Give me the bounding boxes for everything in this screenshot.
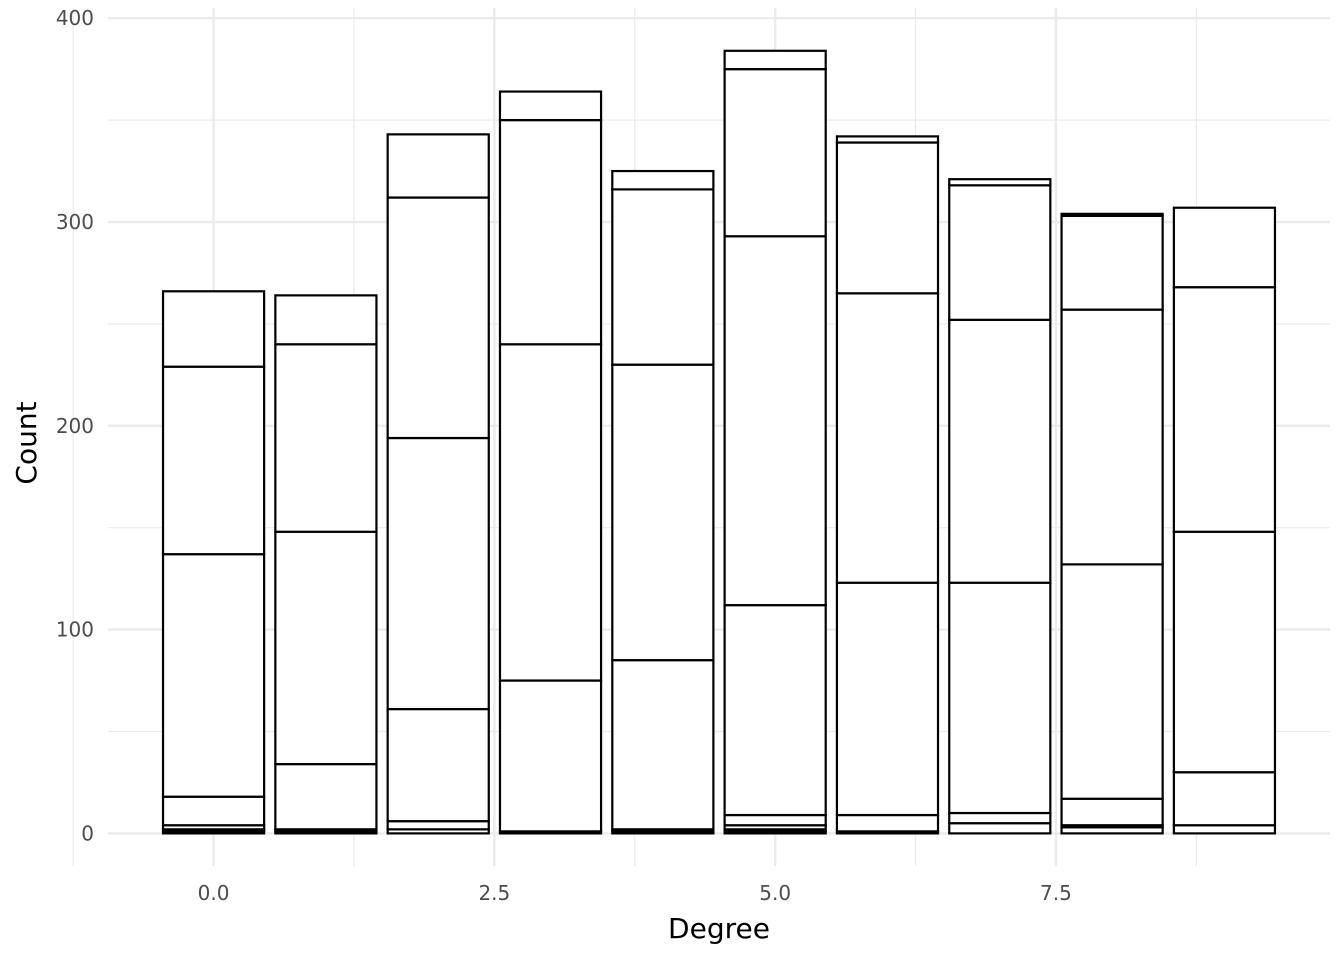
bar-segment (1172, 771, 1277, 827)
bar-segment (948, 581, 1052, 815)
y-axis-title: Count (10, 401, 43, 484)
bar-segment (274, 762, 378, 831)
x-tick-label: 7.5 (1040, 881, 1072, 905)
bar-segment (835, 581, 940, 817)
bar-segment (723, 49, 827, 71)
bar-segment (1172, 286, 1277, 533)
bar-segment (498, 679, 603, 833)
bar-segment (723, 604, 827, 817)
bar-segment (1172, 206, 1277, 289)
bar-segment (386, 707, 490, 823)
bar-segment (498, 343, 603, 682)
bar-segment (386, 820, 490, 831)
bar-segment (611, 363, 715, 662)
x-axis-title: Degree (668, 912, 770, 945)
y-axis-ticks: 0 100 200 300 400 (56, 6, 94, 845)
bar-segment (274, 530, 378, 766)
y-tick-label: 200 (56, 414, 94, 438)
bar-segment (611, 188, 715, 366)
bar-segment (611, 169, 715, 191)
x-axis-ticks: 0.0 2.5 5.0 7.5 (198, 881, 1072, 905)
bar-segment (948, 178, 1052, 187)
bar-segment (835, 135, 940, 144)
bar-segment (835, 141, 940, 295)
x-tick-label: 2.5 (478, 881, 510, 905)
bar-segment (161, 553, 266, 798)
bar-segment (948, 822, 1052, 835)
bar-segment (1060, 308, 1164, 566)
x-tick-label: 0.0 (198, 881, 230, 905)
bar-segment (274, 343, 378, 533)
bar-segment (161, 290, 266, 368)
bar-segment (274, 294, 378, 346)
bar-segment (386, 133, 490, 199)
bar-segment (835, 813, 940, 833)
bar-segment (611, 659, 715, 831)
bar-segment (386, 436, 490, 711)
bar-segment (1060, 212, 1164, 217)
y-tick-label: 100 (56, 618, 94, 642)
bar-segment (1172, 824, 1277, 835)
bar-segment (723, 235, 827, 607)
bar-segment (1172, 530, 1277, 774)
bar-segment (948, 811, 1052, 825)
bar-segment (1060, 797, 1164, 827)
bar-segment (723, 68, 827, 238)
bar-segment (1060, 214, 1164, 311)
bar-segment (835, 292, 940, 584)
bars (161, 49, 1277, 835)
bar-segment (948, 318, 1052, 584)
bar-segment (948, 184, 1052, 321)
bar-segment (723, 813, 827, 827)
bar-segment (386, 196, 490, 440)
bar-segment (498, 118, 603, 346)
bar-segment (161, 365, 266, 556)
y-tick-label: 300 (56, 210, 94, 234)
bar-segment (1060, 563, 1164, 800)
x-tick-label: 5.0 (759, 881, 791, 905)
bar-segment (161, 795, 266, 827)
bar-segment (498, 90, 603, 122)
y-tick-label: 0 (81, 821, 94, 845)
y-tick-label: 400 (56, 6, 94, 30)
